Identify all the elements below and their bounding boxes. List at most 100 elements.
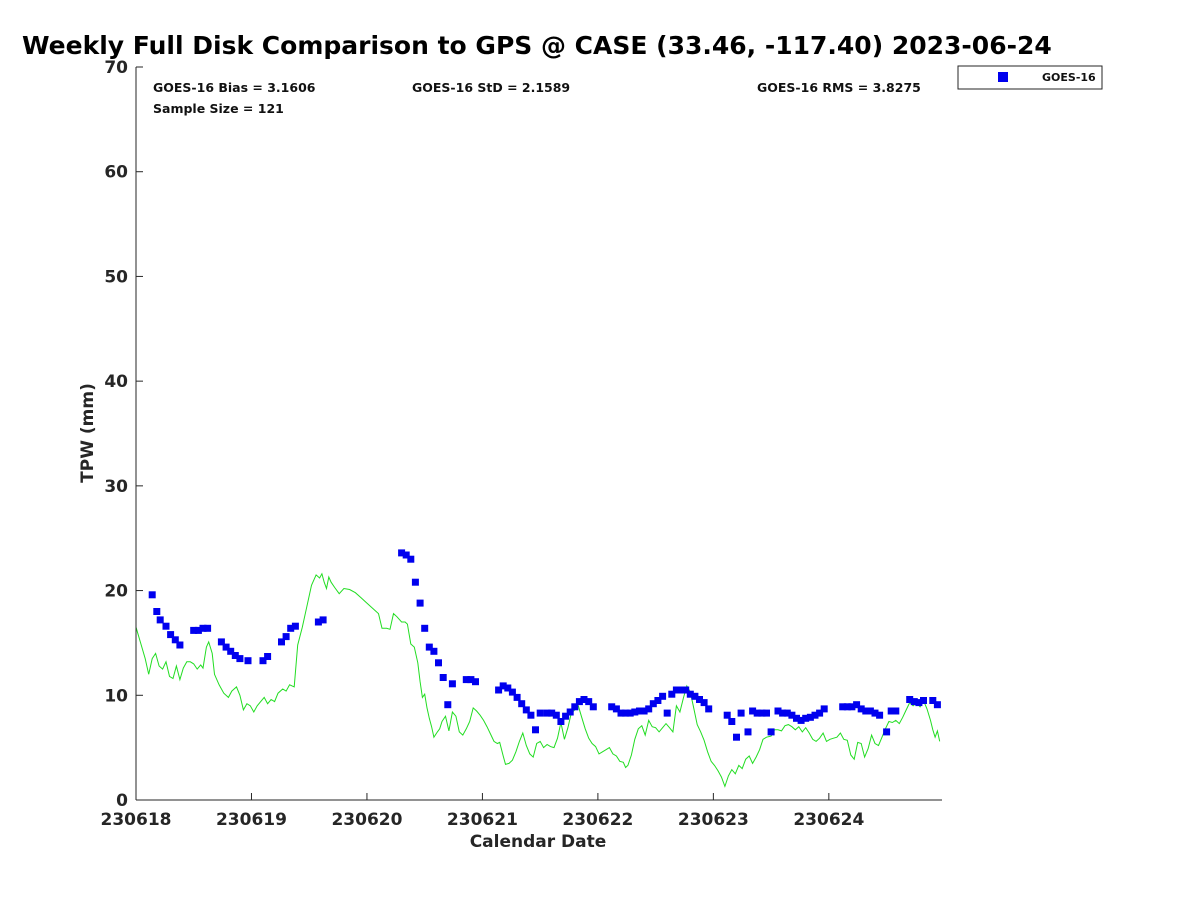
y-axis-label: TPW (mm) xyxy=(78,383,98,483)
goes16-point-117 xyxy=(910,698,918,706)
goes16-point-116 xyxy=(906,696,914,703)
goes16-point-25 xyxy=(398,549,406,557)
goes16-point-81 xyxy=(700,699,708,707)
goes16-point-24 xyxy=(319,616,327,624)
goes16-point-97 xyxy=(793,714,800,722)
y-tick-label-5: 50 xyxy=(104,267,128,287)
goes16-point-107 xyxy=(853,701,861,709)
goes16-point-21 xyxy=(287,624,295,632)
goes16-point-layer xyxy=(148,549,941,741)
gps-tpw-line xyxy=(135,572,941,788)
goes16-point-39 xyxy=(472,678,479,686)
bias-stat: GOES-16 Bias = 3.1606 xyxy=(153,80,316,95)
goes16-point-105 xyxy=(843,703,851,711)
chart-title: Weekly Full Disk Comparison to GPS @ CAS… xyxy=(22,31,1052,60)
legend-marker-goes16 xyxy=(998,72,1008,82)
goes16-point-44 xyxy=(513,693,521,701)
goes16-point-14 xyxy=(231,652,239,659)
goes16-point-49 xyxy=(536,709,544,717)
goes16-point-54 xyxy=(562,712,570,720)
y-tick-label-7: 70 xyxy=(104,58,128,78)
goes16-point-80 xyxy=(696,696,703,703)
goes16-point-109 xyxy=(862,707,870,715)
goes16-point-16 xyxy=(244,657,252,665)
x-tick-label-5: 230623 xyxy=(678,810,749,830)
goes16-point-104 xyxy=(839,703,847,711)
goes16-point-114 xyxy=(887,707,895,715)
goes16-point-38 xyxy=(467,676,475,684)
goes16-point-75 xyxy=(672,686,680,694)
goes16-point-40 xyxy=(495,686,503,694)
goes16-point-87 xyxy=(744,728,752,736)
goes16-point-17 xyxy=(259,657,267,665)
goes16-point-76 xyxy=(677,686,685,694)
goes16-point-72 xyxy=(659,692,667,700)
goes16-point-101 xyxy=(811,711,819,719)
goes16-point-59 xyxy=(585,698,593,706)
goes16-point-1 xyxy=(153,608,161,615)
goes16-point-20 xyxy=(282,633,290,641)
goes16-point-103 xyxy=(820,705,828,713)
std-stat: GOES-16 StD = 2.1589 xyxy=(412,80,570,95)
goes16-point-13 xyxy=(227,647,235,655)
plot-area xyxy=(135,67,942,801)
goes16-point-15 xyxy=(236,655,244,663)
goes16-point-2 xyxy=(156,616,164,624)
goes16-point-66 xyxy=(631,708,639,716)
y-tick-label-4: 40 xyxy=(104,372,128,392)
legend: GOES-16 xyxy=(957,65,1103,90)
goes16-point-83 xyxy=(723,711,731,719)
goes16-point-120 xyxy=(929,697,937,704)
goes16-point-42 xyxy=(504,684,512,692)
goes16-point-37 xyxy=(462,676,470,684)
goes16-point-4 xyxy=(167,631,175,639)
y-ticks: 0 10 20 30 40 50 60 70 xyxy=(104,58,143,811)
goes16-point-93 xyxy=(774,707,782,715)
goes16-point-90 xyxy=(758,709,766,717)
goes16-point-51 xyxy=(548,709,556,717)
y-tick-label-6: 60 xyxy=(104,163,128,183)
goes16-point-33 xyxy=(435,659,442,667)
goes16-point-108 xyxy=(857,705,865,713)
goes16-point-31 xyxy=(425,643,433,651)
goes16-point-78 xyxy=(686,690,694,698)
goes16-point-94 xyxy=(779,709,787,717)
goes16-point-22 xyxy=(291,622,299,630)
goes16-point-30 xyxy=(421,624,429,632)
goes16-point-119 xyxy=(920,697,927,704)
rms-stat: GOES-16 RMS = 3.8275 xyxy=(757,80,921,95)
goes16-point-18 xyxy=(264,653,272,660)
goes16-point-47 xyxy=(527,711,535,719)
goes16-point-65 xyxy=(626,709,634,717)
goes16-point-88 xyxy=(749,707,757,715)
goes16-point-82 xyxy=(705,705,713,713)
x-axis-label: Calendar Date xyxy=(470,832,607,852)
goes16-point-3 xyxy=(162,622,170,630)
goes16-point-67 xyxy=(636,707,643,715)
goes16-point-115 xyxy=(892,707,900,715)
goes16-point-58 xyxy=(580,696,588,703)
y-tick-label-1: 10 xyxy=(104,686,128,706)
goes16-point-28 xyxy=(411,578,419,586)
goes16-point-43 xyxy=(508,688,516,696)
goes16-point-69 xyxy=(645,705,653,713)
x-tick-label-0: 230618 xyxy=(101,810,172,830)
goes16-point-85 xyxy=(733,733,740,741)
goes16-point-112 xyxy=(876,711,884,719)
goes16-point-99 xyxy=(802,714,810,722)
x-tick-label-2: 230620 xyxy=(331,810,402,830)
goes16-point-9 xyxy=(199,624,207,632)
goes16-point-86 xyxy=(737,709,745,717)
goes16-point-121 xyxy=(933,701,941,709)
goes16-point-63 xyxy=(617,709,625,717)
goes16-point-12 xyxy=(222,643,230,651)
x-tick-label-6: 230624 xyxy=(793,810,864,830)
goes16-point-70 xyxy=(649,700,657,708)
y-tick-label-3: 30 xyxy=(104,477,128,497)
x-tick-label-3: 230621 xyxy=(447,810,518,830)
goes16-point-68 xyxy=(640,707,648,715)
goes16-point-53 xyxy=(557,718,565,725)
goes16-point-106 xyxy=(848,703,856,711)
goes16-point-45 xyxy=(518,700,526,708)
